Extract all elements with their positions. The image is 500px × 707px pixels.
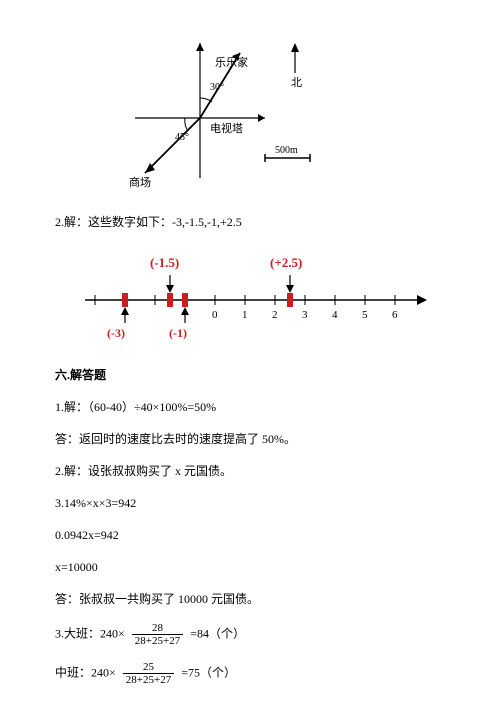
angle-30-label: 30° <box>210 82 224 93</box>
svg-text:5: 5 <box>362 309 368 321</box>
q3b-suffix: =75（个） <box>181 666 236 680</box>
q3a-prefix: 3.大班：240× <box>55 626 125 640</box>
q1-line2: 答：返回时的速度比去时的速度提高了 50%。 <box>55 430 445 448</box>
tv-tower-label: 电视塔 <box>210 121 243 135</box>
q1-line1: 1.解：（60-40）÷40×100%=50% <box>55 398 445 416</box>
q3b-den: 28+25+27 <box>123 674 174 686</box>
number-line-svg: 0 1 2 3 4 5 6 (-3) (-1.5) (-1) (+2.5) <box>75 245 435 345</box>
compass-diagram: 30° 45° 乐乐家 电视塔 商场 北 500m <box>115 28 445 193</box>
point-pos2-5-label: (+2.5) <box>270 255 302 270</box>
mall-label: 商场 <box>129 175 151 188</box>
q3-line-b: 中班：240× 25 28+25+27 =75（个） <box>55 661 445 686</box>
q2-line5: 答：张叔叔一共购买了 10000 元国债。 <box>55 590 445 608</box>
north-label: 北 <box>291 76 302 89</box>
q3a-suffix: =84（个） <box>190 626 245 640</box>
section-6-title: 六.解答题 <box>55 366 445 384</box>
q2-line3: 0.0942x=942 <box>55 526 445 544</box>
compass-svg: 30° 45° 乐乐家 电视塔 商场 北 500m <box>115 28 335 188</box>
q2-line2: 3.14%×x×3=942 <box>55 494 445 512</box>
point-neg1-5-label: (-1.5) <box>150 255 179 270</box>
svg-text:6: 6 <box>392 309 398 321</box>
svg-text:2: 2 <box>272 309 278 321</box>
svg-text:4: 4 <box>332 309 338 321</box>
svg-text:0: 0 <box>212 309 218 321</box>
point-neg1-label: (-1) <box>169 326 187 340</box>
q3a-num: 28 <box>132 622 183 635</box>
q3a-den: 28+25+27 <box>132 635 183 647</box>
answer-2-text: 2.解：这些数字如下：-3,-1.5,-1,+2.5 <box>55 213 445 231</box>
lele-home-label: 乐乐家 <box>215 55 248 69</box>
q3a-fraction: 28 28+25+27 <box>132 622 183 647</box>
number-line-diagram: 0 1 2 3 4 5 6 (-3) (-1.5) (-1) (+2.5) <box>75 245 445 350</box>
q2-line1: 2.解：设张叔叔购买了 x 元国债。 <box>55 462 445 480</box>
q3b-prefix: 中班：240× <box>55 666 116 680</box>
q3b-num: 25 <box>123 661 174 674</box>
point-neg3-label: (-3) <box>107 326 125 340</box>
q2-line4: x=10000 <box>55 558 445 576</box>
angle-45-label: 45° <box>175 132 189 143</box>
q3-line-a: 3.大班：240× 28 28+25+27 =84（个） <box>55 622 445 647</box>
q3b-fraction: 25 28+25+27 <box>123 661 174 686</box>
scale-label: 500m <box>275 145 298 156</box>
svg-text:3: 3 <box>302 309 308 321</box>
svg-text:1: 1 <box>242 309 248 321</box>
